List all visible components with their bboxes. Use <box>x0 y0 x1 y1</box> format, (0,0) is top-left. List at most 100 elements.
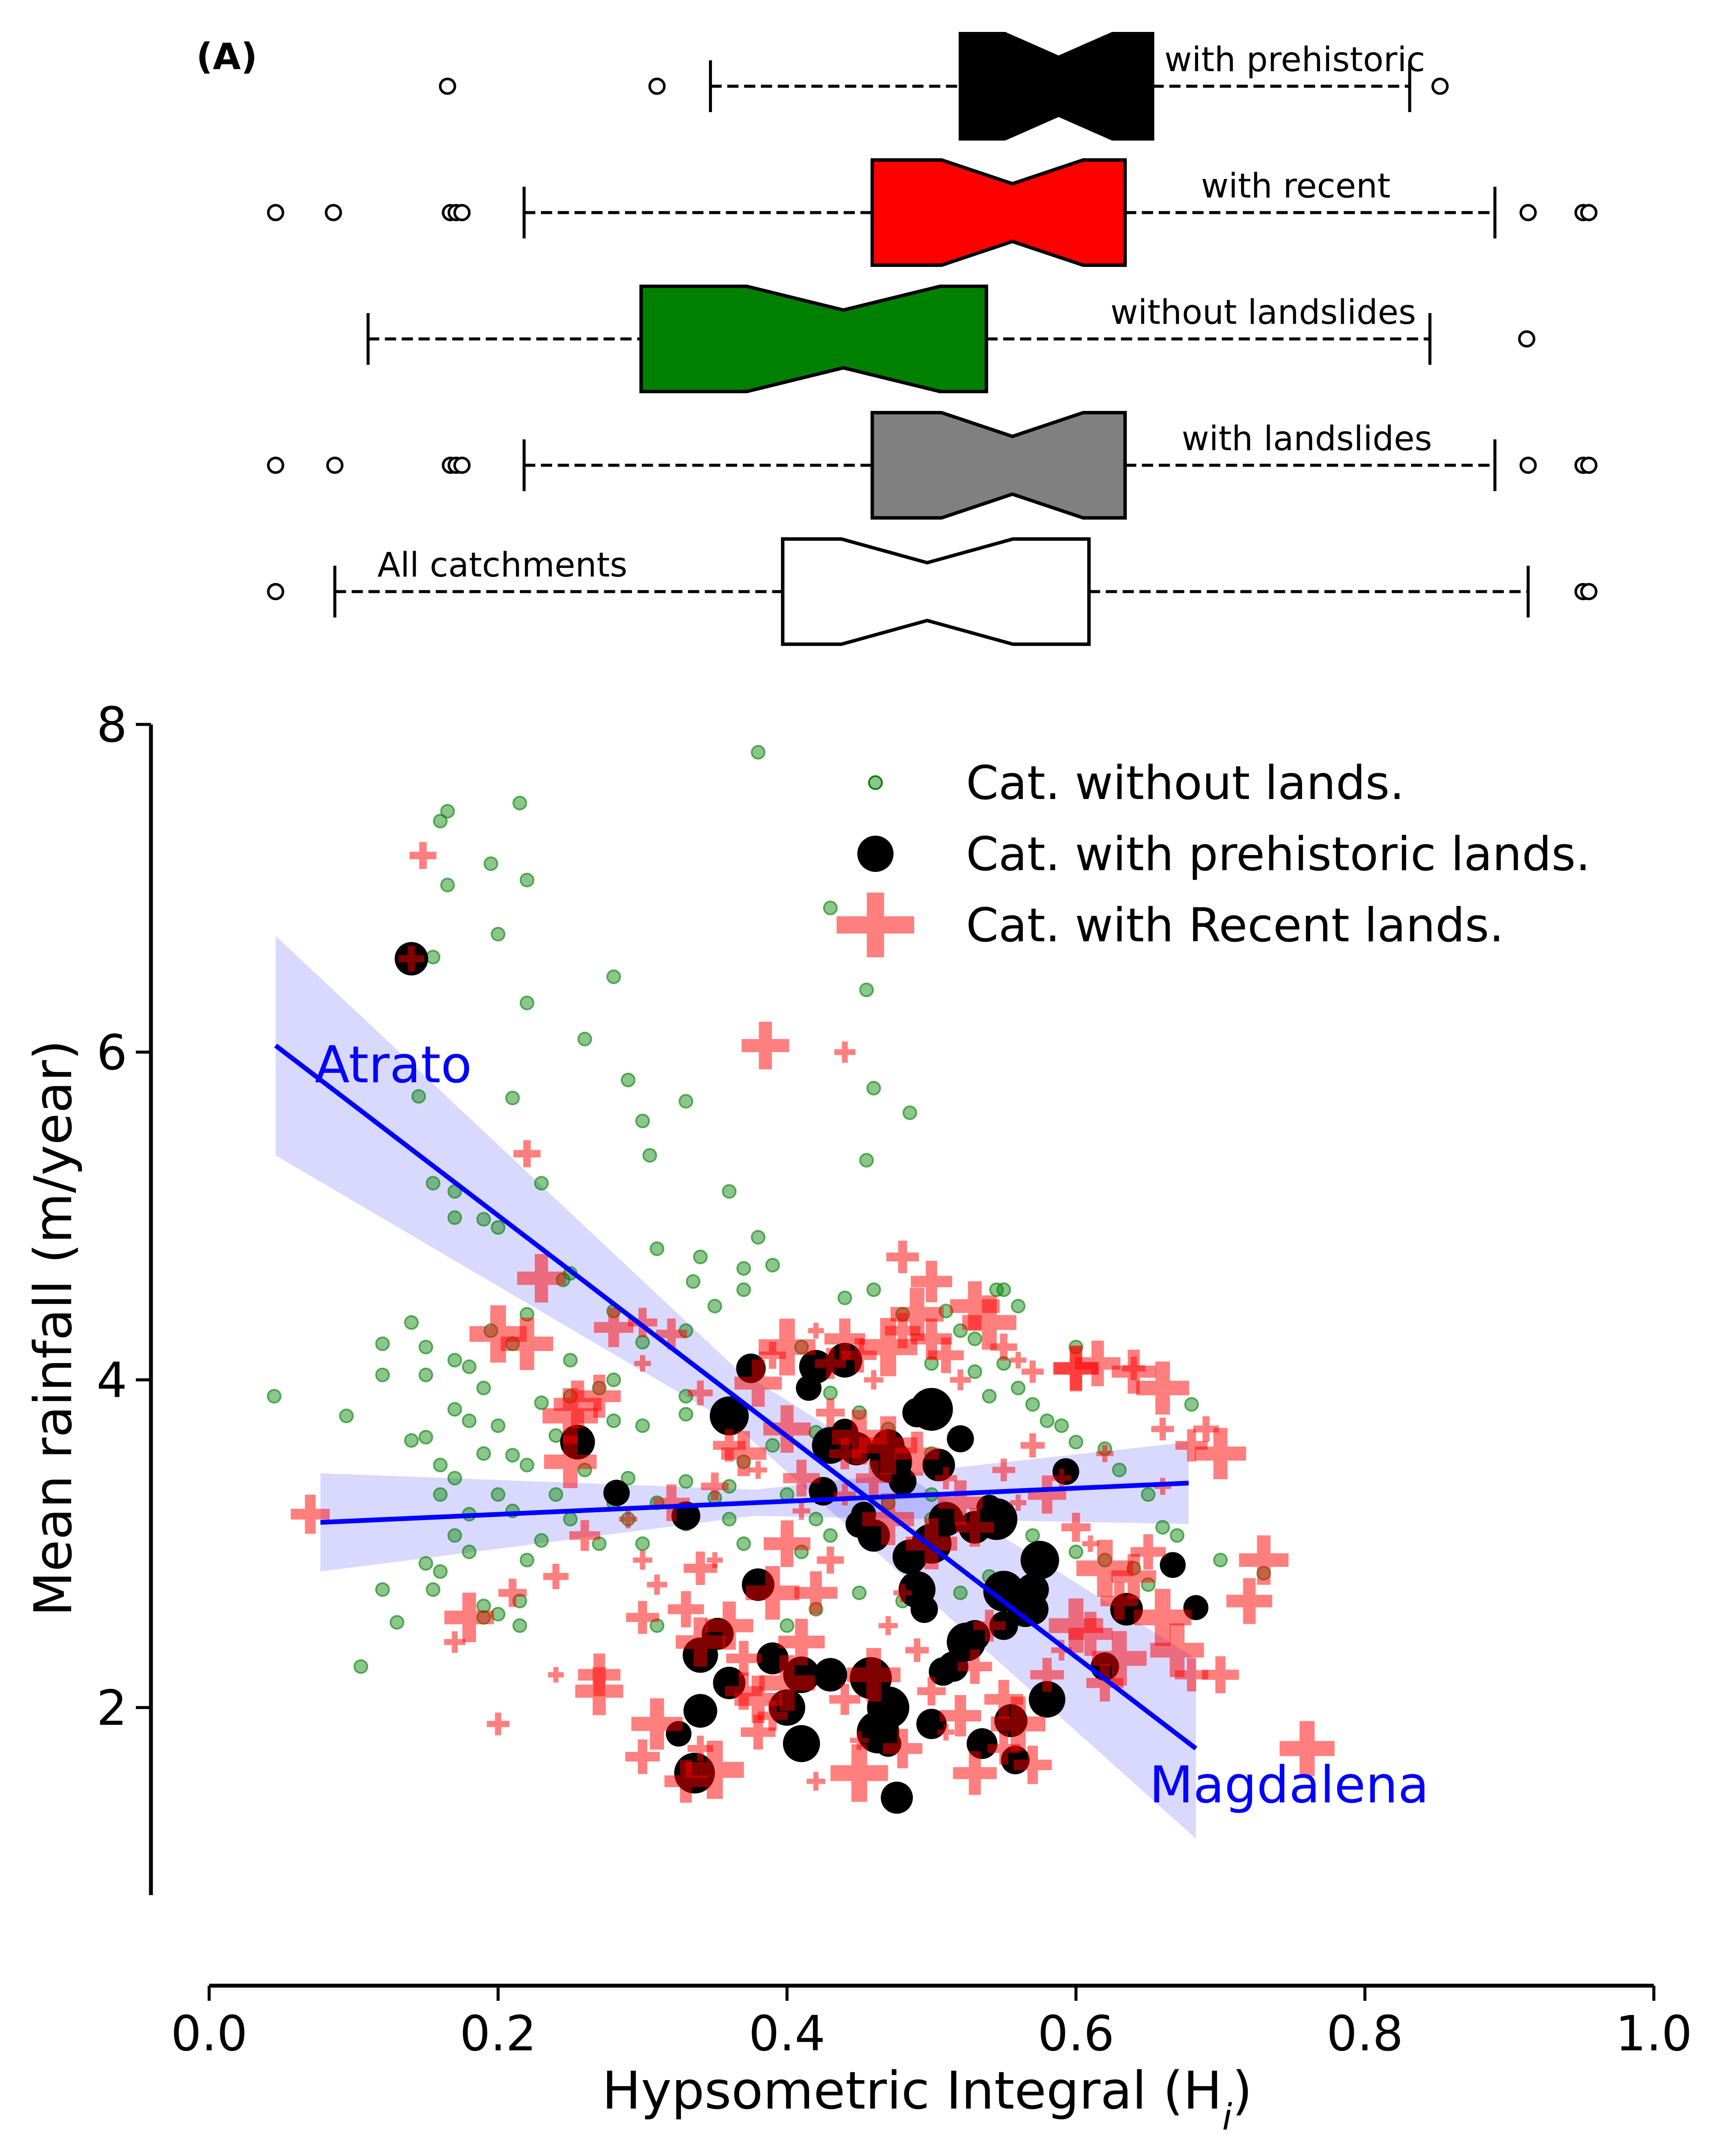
point-without-landslides <box>722 1512 737 1526</box>
point-prehistoric-landslides <box>603 1479 630 1506</box>
point-without-landslides <box>549 1487 563 1502</box>
point-without-landslides <box>520 873 534 887</box>
point-without-landslides <box>433 1564 448 1579</box>
point-without-landslides <box>353 1659 368 1674</box>
point-recent-landslides <box>832 1410 887 1465</box>
point-without-landslides <box>642 1148 657 1163</box>
point-without-landslides <box>635 1536 650 1551</box>
legend-marker-black <box>857 836 894 872</box>
point-without-landslides <box>635 1335 650 1350</box>
point-without-landslides <box>447 1402 462 1417</box>
point-without-landslides <box>491 927 505 942</box>
point-without-landslides <box>375 1582 390 1597</box>
point-recent-landslides <box>834 1483 856 1506</box>
point-without-landslides <box>476 1381 491 1395</box>
point-recent-landslides <box>847 1648 901 1702</box>
point-recent-landslides <box>1030 1658 1064 1692</box>
point-recent-landslides <box>859 1416 918 1475</box>
annotation-atrato: Atrato <box>315 1035 472 1094</box>
point-recent-landslides <box>1092 1631 1147 1686</box>
point-recent-landslides <box>829 1684 860 1715</box>
point-recent-landslides <box>686 1740 744 1799</box>
point-without-landslides <box>476 1212 491 1227</box>
point-without-landslides <box>1011 1299 1026 1313</box>
box-label: with landslides <box>1182 420 1432 458</box>
point-without-landslides <box>491 1220 505 1235</box>
point-without-landslides <box>606 1373 621 1387</box>
box-label: without landslides <box>1110 293 1416 332</box>
point-without-landslides <box>520 1457 534 1473</box>
point-without-landslides <box>1025 1528 1040 1543</box>
point-without-landslides <box>635 1418 650 1433</box>
point-recent-landslides <box>1226 1578 1273 1624</box>
legend-label: Cat. with prehistoric lands. <box>966 827 1590 881</box>
point-recent-landslides <box>1096 1445 1113 1462</box>
point-recent-landslides <box>763 1520 811 1567</box>
point-without-landslides <box>440 804 455 819</box>
point-recent-landslides <box>668 1591 704 1627</box>
point-recent-landslides <box>1151 1417 1174 1441</box>
point-without-landslides <box>426 1582 441 1597</box>
point-without-landslides <box>606 969 621 984</box>
box-with-prehistoric: with prehistoric <box>439 32 1449 141</box>
point-recent-landslides <box>834 1041 856 1063</box>
point-recent-landslides <box>955 1508 994 1547</box>
point-without-landslides <box>404 1315 419 1330</box>
point-without-landslides <box>1141 1487 1156 1502</box>
point-recent-landslides <box>469 1305 527 1363</box>
point-recent-landslides <box>1100 1582 1138 1620</box>
outlier-point <box>439 78 456 95</box>
point-recent-landslides <box>1122 1357 1146 1380</box>
point-recent-landslides <box>864 1370 884 1390</box>
y-tick-label: 2 <box>97 1680 127 1736</box>
point-recent-landslides <box>1020 1433 1045 1458</box>
point-without-landslides <box>1112 1463 1127 1477</box>
outlier-point <box>267 457 285 474</box>
y-tick-label: 6 <box>97 1025 127 1081</box>
y-tick-label: 8 <box>97 697 127 753</box>
point-prehistoric-landslides <box>1160 1552 1186 1578</box>
point-recent-landslides <box>701 1473 729 1500</box>
point-recent-landslides <box>647 1574 667 1595</box>
point-without-landslides <box>989 1282 1004 1297</box>
point-without-landslides <box>809 1512 823 1526</box>
point-recent-landslides <box>817 1546 844 1574</box>
point-recent-landslides <box>664 1760 708 1803</box>
point-recent-landslides <box>543 1564 569 1589</box>
point-without-landslides <box>982 1389 997 1404</box>
box-with-landslides: with landslides <box>267 411 1598 520</box>
point-recent-landslides <box>792 1502 811 1520</box>
point-without-landslides <box>433 1457 448 1473</box>
point-without-landslides <box>765 1258 780 1272</box>
outlier-point <box>1519 204 1537 221</box>
point-without-landslides <box>823 1528 838 1543</box>
notched-box <box>959 32 1154 141</box>
outlier-point <box>1519 457 1537 474</box>
point-recent-landslides <box>806 1772 825 1791</box>
x-tick-label: 0.6 <box>1038 2006 1114 2062</box>
point-recent-landslides <box>1134 1589 1192 1646</box>
point-prehistoric-landslides <box>709 1396 749 1435</box>
legend: Cat. without lands. Cat. with prehistoric… <box>837 756 1590 957</box>
outlier-point <box>325 204 342 221</box>
point-without-landslides <box>1155 1520 1170 1535</box>
box-all-catchments: All catchments <box>267 537 1598 646</box>
point-recent-landslides <box>883 1729 922 1768</box>
point-recent-landslides <box>543 1388 598 1444</box>
notched-box <box>870 411 1127 520</box>
boxes-layer: with prehistoric with recent without lands… <box>267 32 1598 646</box>
point-recent-landslides <box>409 842 436 869</box>
point-recent-landslides <box>808 1322 824 1339</box>
point-without-landslides <box>447 1471 462 1485</box>
point-recent-landslides <box>815 1348 846 1379</box>
point-recent-landslides <box>594 1307 634 1348</box>
point-without-landslides <box>1184 1397 1199 1412</box>
point-without-landslides <box>462 1545 477 1559</box>
point-recent-landslides <box>1150 1623 1204 1677</box>
point-without-landslides <box>1011 1381 1026 1395</box>
point-recent-landslides <box>486 1712 510 1736</box>
point-recent-landslides <box>1130 1534 1166 1570</box>
point-recent-landslides <box>893 1583 912 1602</box>
point-without-landslides <box>707 1299 722 1313</box>
